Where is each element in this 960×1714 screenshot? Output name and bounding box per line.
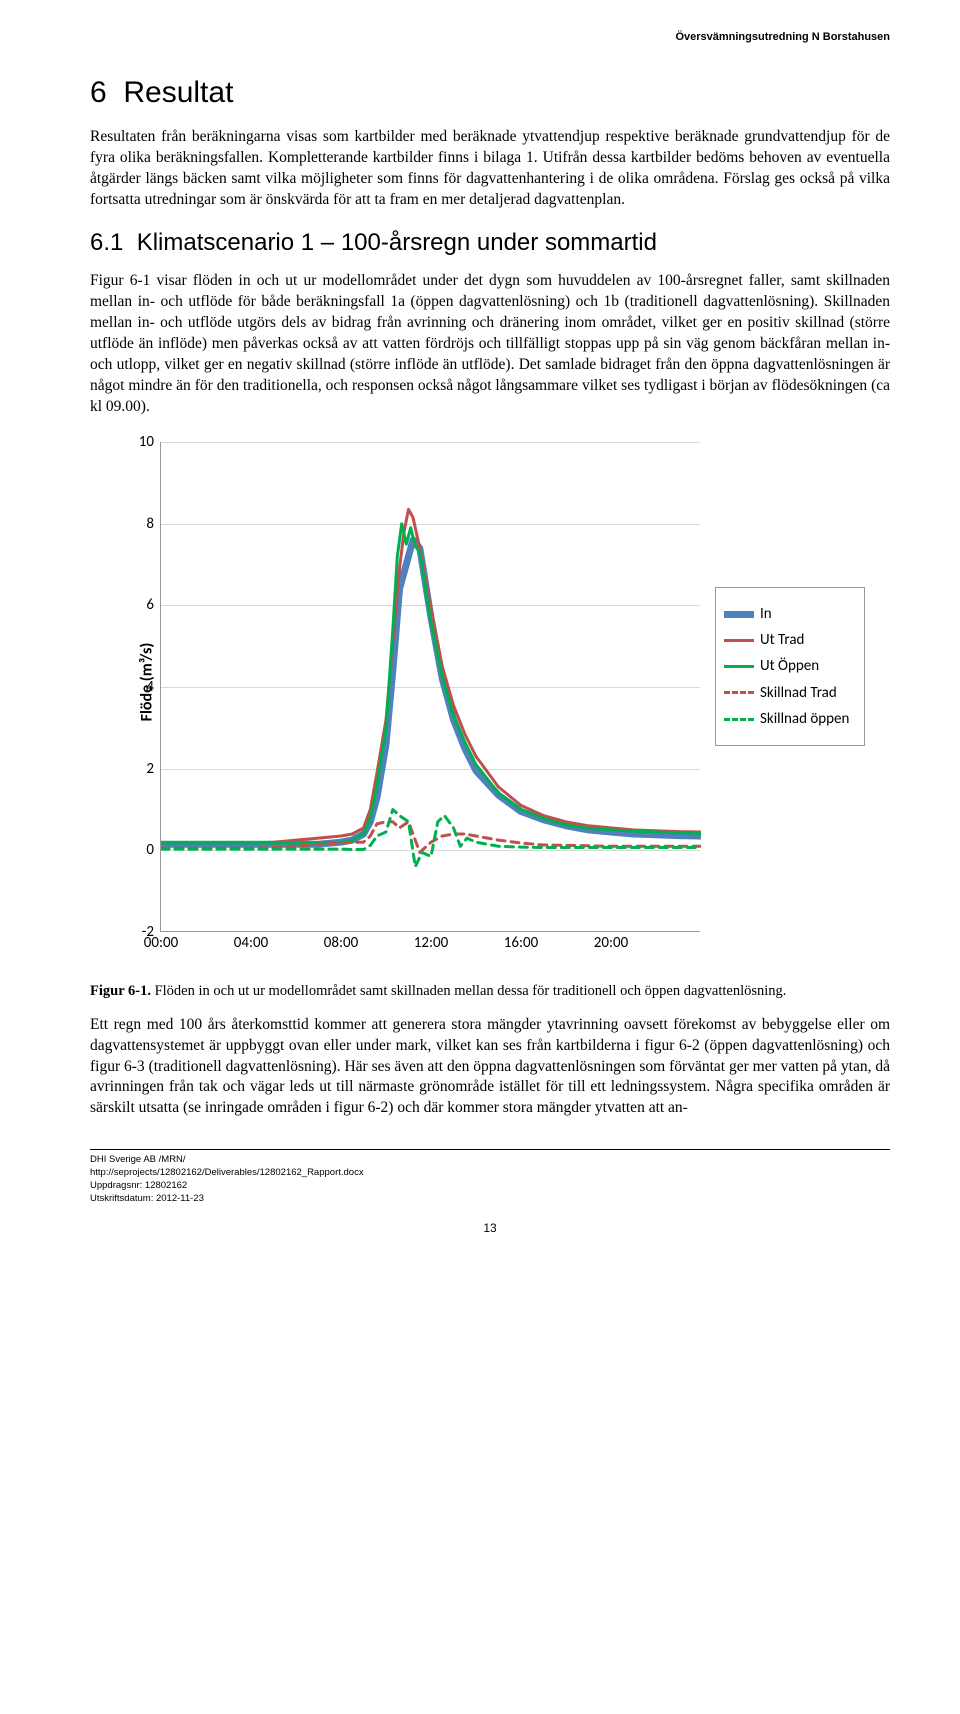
x-tick-label: 04:00 (234, 933, 268, 953)
legend-label: Ut Trad (760, 630, 804, 650)
y-tick-label: 8 (114, 513, 154, 533)
x-tick-label: 20:00 (594, 933, 628, 953)
closing-para: Ett regn med 100 års återkomsttid kommer… (90, 1015, 890, 1120)
figure-caption-text: Flöden in och ut ur modellområdet samt s… (151, 983, 786, 999)
series-in (161, 540, 701, 844)
legend-item: Skillnad Trad (724, 683, 856, 703)
footer-line-3: Uppdragsnr: 12802162 (90, 1180, 890, 1193)
series-skillnad-öppen (161, 809, 701, 866)
plot-area: -2024681000:0004:0008:0012:0016:0020:00 (160, 442, 700, 932)
legend-label: In (760, 604, 772, 624)
chart-series-svg (161, 442, 701, 932)
subsection-para-1: Figur 6-1 visar flöden in och ut ur mode… (90, 271, 890, 417)
figure-caption: Figur 6-1. Flöden in och ut ur modellomr… (90, 982, 890, 1001)
figure-caption-bold: Figur 6-1. (90, 983, 151, 999)
x-tick-label: 16:00 (504, 933, 538, 953)
legend-label: Skillnad Trad (760, 683, 837, 703)
flow-chart: Flöde (m³/s) -2024681000:0004:0008:0012:… (90, 432, 870, 972)
y-tick-label: 10 (114, 432, 154, 452)
y-tick-label: 6 (114, 595, 154, 615)
y-tick-label: 4 (114, 677, 154, 697)
series-ut-öppen (161, 524, 701, 843)
x-tick-label: 12:00 (414, 933, 448, 953)
legend-item: Ut Trad (724, 630, 856, 650)
legend-item: Ut Öppen (724, 656, 856, 676)
legend-swatch (724, 611, 754, 618)
subsection-title-text: Klimatscenario 1 – 100-årsregn under som… (137, 229, 657, 256)
legend-label: Skillnad öppen (760, 709, 849, 729)
legend-item: Skillnad öppen (724, 709, 856, 729)
x-tick-label: 08:00 (324, 933, 358, 953)
footer-line-1: DHI Sverige AB /MRN/ (90, 1154, 890, 1167)
x-tick-label: 00:00 (144, 933, 178, 953)
subsection-title: 6.1 Klimatscenario 1 – 100-årsregn under… (90, 227, 890, 259)
legend-swatch (724, 718, 754, 721)
section-title: 6 Resultat (90, 73, 890, 114)
section-title-text: Resultat (123, 76, 233, 109)
header-right: Översvämningsutredning N Borstahusen (90, 30, 890, 45)
chart-legend: In Ut Trad Ut Öppen Skillnad Trad Skillnad ö… (715, 587, 865, 746)
legend-item: In (724, 604, 856, 624)
page-footer: DHI Sverige AB /MRN/ http://seprojects/1… (90, 1149, 890, 1205)
section-number: 6 (90, 76, 107, 109)
legend-swatch (724, 665, 754, 668)
page-number: 13 (90, 1220, 890, 1236)
legend-swatch (724, 639, 754, 642)
legend-swatch (724, 691, 754, 694)
subsection-number: 6.1 (90, 229, 123, 256)
section-para-1: Resultaten från beräkningarna visas som … (90, 127, 890, 211)
series-ut-trad (161, 509, 701, 843)
footer-line-4: Utskriftsdatum: 2012-11-23 (90, 1193, 890, 1206)
footer-line-2: http://seprojects/12802162/Deliverables/… (90, 1167, 890, 1180)
y-tick-label: 0 (114, 840, 154, 860)
legend-label: Ut Öppen (760, 656, 819, 676)
y-tick-label: 2 (114, 758, 154, 778)
